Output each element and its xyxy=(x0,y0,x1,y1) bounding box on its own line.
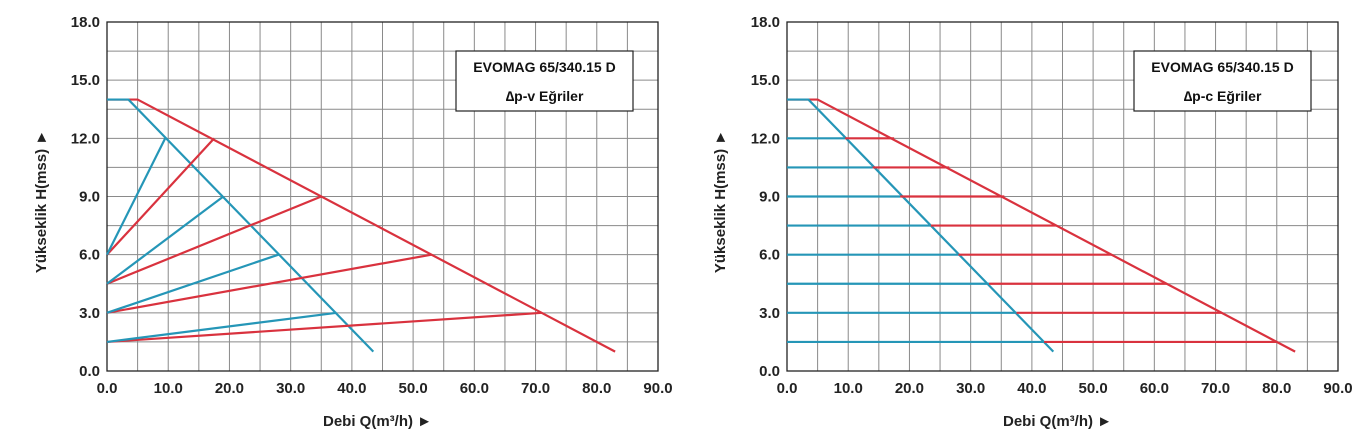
x-tick-label: 60.0 xyxy=(460,380,489,397)
x-axis-label: Debi Q(m³/h) ► xyxy=(1003,413,1112,430)
series-line-10 xyxy=(106,311,337,344)
y-axis-label: Yükseklik H(mss) ► xyxy=(33,130,50,273)
x-tick-label: 30.0 xyxy=(956,380,985,397)
x-tick-label: 50.0 xyxy=(399,380,428,397)
y-tick-label: 9.0 xyxy=(79,189,100,206)
curve-mode-label: ∆p-v Eğriler xyxy=(506,88,584,104)
x-tick-label: 30.0 xyxy=(276,380,305,397)
y-tick-label: 12.0 xyxy=(751,130,780,147)
series-line-6 xyxy=(106,311,542,344)
y-tick-label: 15.0 xyxy=(71,72,100,89)
model-name: EVOMAG 65/340.15 D xyxy=(1151,59,1293,75)
series-line-7 xyxy=(106,137,167,256)
y-tick-label: 3.0 xyxy=(79,305,100,322)
x-tick-label: 50.0 xyxy=(1079,380,1108,397)
x-tick-label: 80.0 xyxy=(582,380,611,397)
x-tick-label: 70.0 xyxy=(1201,380,1230,397)
chart-1: 0.0 10.0 20.0 30.0 40.0 50.0 60.0 70.0 80.0 90.0 0… xyxy=(33,14,673,430)
y-tick-label: 6.0 xyxy=(759,247,780,264)
y-tick-label: 6.0 xyxy=(79,247,100,264)
model-label-box xyxy=(1133,50,1312,112)
x-tick-label: 40.0 xyxy=(337,380,366,397)
x-tick-label: 60.0 xyxy=(1140,380,1169,397)
y-tick-label: 12.0 xyxy=(71,130,100,147)
x-tick-label: 0.0 xyxy=(97,380,118,397)
chart-2: 0.0 10.0 20.0 30.0 40.0 50.0 60.0 70.0 80.0 90.0 0… xyxy=(712,14,1353,430)
y-tick-label: 0.0 xyxy=(79,363,100,380)
y-tick-label: 18.0 xyxy=(751,14,780,31)
x-tick-label: 20.0 xyxy=(895,380,924,397)
plot-frame xyxy=(106,21,659,372)
model-name: EVOMAG 65/340.15 D xyxy=(473,59,615,75)
x-tick-label: 0.0 xyxy=(777,380,798,397)
x-tick-label: 70.0 xyxy=(521,380,550,397)
y-tick-label: 9.0 xyxy=(759,189,780,206)
curve-mode-label: ∆p-c Eğriler xyxy=(1184,88,1262,104)
y-tick-label: 3.0 xyxy=(759,305,780,322)
series-line-9 xyxy=(106,253,279,314)
y-tick-label: 15.0 xyxy=(751,72,780,89)
x-tick-label: 90.0 xyxy=(1323,380,1352,397)
x-tick-label: 90.0 xyxy=(643,380,672,397)
x-tick-label: 20.0 xyxy=(215,380,244,397)
y-tick-label: 18.0 xyxy=(71,14,100,31)
series-line-4 xyxy=(106,195,322,285)
series-line-2 xyxy=(107,98,375,353)
series-line-8 xyxy=(106,195,224,285)
x-tick-label: 80.0 xyxy=(1262,380,1291,397)
series-line-2 xyxy=(787,98,1055,353)
series-line-5 xyxy=(106,253,432,314)
x-tick-label: 40.0 xyxy=(1017,380,1046,397)
y-axis-label: Yükseklik H(mss) ► xyxy=(712,130,729,273)
x-tick-label: 10.0 xyxy=(834,380,863,397)
x-axis-label: Debi Q(m³/h) ► xyxy=(323,413,432,430)
series-line-3 xyxy=(106,137,215,256)
y-tick-label: 0.0 xyxy=(759,363,780,380)
model-label-box xyxy=(455,50,634,112)
x-tick-label: 10.0 xyxy=(154,380,183,397)
